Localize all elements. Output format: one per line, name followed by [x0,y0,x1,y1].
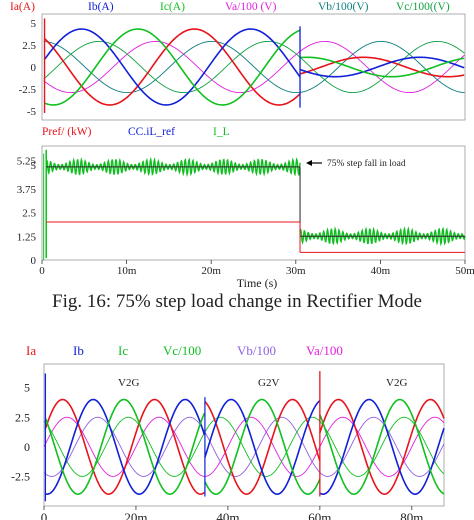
chart2-legend-ilref: CC.iL_ref [128,126,175,138]
current-trace [44,398,206,495]
chart3-ytick-label: 2.5 [15,410,30,424]
chart3-lines [43,371,445,502]
chart2-annotation: 75% step fall in load [306,158,406,169]
current-trace-after [299,56,465,78]
chart3-ytick-label: 5 [24,381,30,395]
current-trace [204,398,321,495]
chart1-legend-vc: Vc/100((V) [396,1,450,13]
chart1-legend-ia: Ia(A) [10,1,35,13]
chart2-xtick-label: 20m [201,265,221,277]
chart3-legend-ia: Ia [26,343,36,358]
chart3: Ia Ib Ic Vc/100 Vb/100 Va/100 5 2.5 0 -2.5 0… [11,343,445,520]
chart2-ytick-label: 5 [31,160,37,172]
chart1-legend-ib: Ib(A) [88,1,114,13]
voltage-trace [43,416,445,477]
chart2-legend-il: I_L [213,126,230,138]
chart3-xtick-label: 20m [124,510,147,520]
chart2-ytick-label: 2.5 [22,208,36,220]
current-trace [204,398,321,495]
chart1-legend-ic: Ic(A) [160,1,185,13]
chart3-legend-ib: Ib [73,343,84,358]
chart1-y-ticks: 5 2.5 0 -2.5 -5 [19,18,37,118]
chart2-legend-pref: Pref/ (kW) [42,126,92,138]
chart1-ytick-label: -2.5 [19,84,37,96]
current-trace [319,398,445,495]
current-trace [319,398,445,495]
voltage-trace [43,416,445,477]
figure-caption: Fig. 16: 75% step load change in Rectifi… [52,291,422,312]
chart3-frame [43,363,445,507]
chart2-xtick-label: 0 [39,265,45,277]
chart2-xtick-label: 40m [371,265,391,277]
chart2-ytick-label: 3.75 [17,184,37,196]
current-trace-after [299,56,465,78]
chart1-frame [41,13,466,121]
chart2: Pref/ (kW) CC.iL_ref I_L 5.255 3.75 2.5 1.2… [17,126,474,290]
chart3-legend-vc: Vc/100 [163,343,201,358]
annotation-text: 75% step fall in load [327,158,406,169]
chart1-ytick-label: -5 [27,106,37,118]
il-trace-before [45,156,301,178]
chart3-mode-1: V2G [118,377,139,389]
current-trace [45,398,206,495]
chart3-legend-ic: Ic [118,343,128,358]
voltage-trace [43,40,465,94]
current-trace [44,398,205,495]
chart3-legend-va: Va/100 [306,343,343,358]
chart2-xtick-label: 30m [286,265,306,277]
chart3-mode-2: G2V [258,377,279,389]
chart3-legend: Ia Ib Ic Vc/100 Vb/100 Va/100 [26,343,343,358]
chart1-legend: Ia(A) Ib(A) Ic(A) Va/100 (V) Vb/100(V) V… [10,1,450,13]
chart3-xtick-label: 40m [216,510,239,520]
chart3-ytick-label: 0 [24,440,30,454]
chart3-legend-vb: Vb/100 [237,343,276,358]
chart1-lines [43,18,465,113]
chart1-legend-va: Va/100 (V) [225,1,277,13]
chart2-ytick-label: 5.25 [17,155,37,167]
chart2-ytick-label: 1.25 [17,231,37,243]
chart3-ticks: 5 2.5 0 -2.5 0 20m 40m 60m 80m [11,381,423,520]
chart1-ytick-label: 2.5 [22,40,36,52]
annotation-arrowhead [306,160,312,166]
chart2-xtick-label: 50m [455,265,474,277]
chart2-ticks: 5.255 3.75 2.5 1.25 00 10m 20m 30m 40m 50m [17,155,474,277]
chart1-ytick-label: 0 [31,62,37,74]
chart2-legend: Pref/ (kW) CC.iL_ref I_L [42,126,230,138]
chart2-lines [43,149,466,260]
chart2-xlabel: Time (s) [237,276,278,290]
current-trace [319,398,445,495]
chart3-mode-3: V2G [386,377,407,389]
current-trace-after [299,56,465,78]
il-trace-after [299,226,466,247]
voltage-trace [43,40,465,94]
chart2-ytick-label: 0 [31,255,37,267]
chart3-xtick-label: 0 [41,510,48,520]
chart3-xtick-label: 60m [308,510,331,520]
current-trace-before [44,28,301,106]
current-trace [204,398,321,495]
current-trace-before [43,28,301,106]
chart2-frame [41,145,466,261]
chart3-xtick-label: 80m [400,510,423,520]
current-trace-before [43,28,301,106]
chart1: Ia(A) Ib(A) Ic(A) Va/100 (V) Vb/100(V) V… [10,1,466,121]
chart1-legend-vb: Vb/100(V) [318,1,369,13]
chart1-ytick-label: 5 [31,18,37,30]
chart3-ytick-label: -2.5 [11,469,30,483]
chart2-xtick-label: 10m [117,265,137,277]
